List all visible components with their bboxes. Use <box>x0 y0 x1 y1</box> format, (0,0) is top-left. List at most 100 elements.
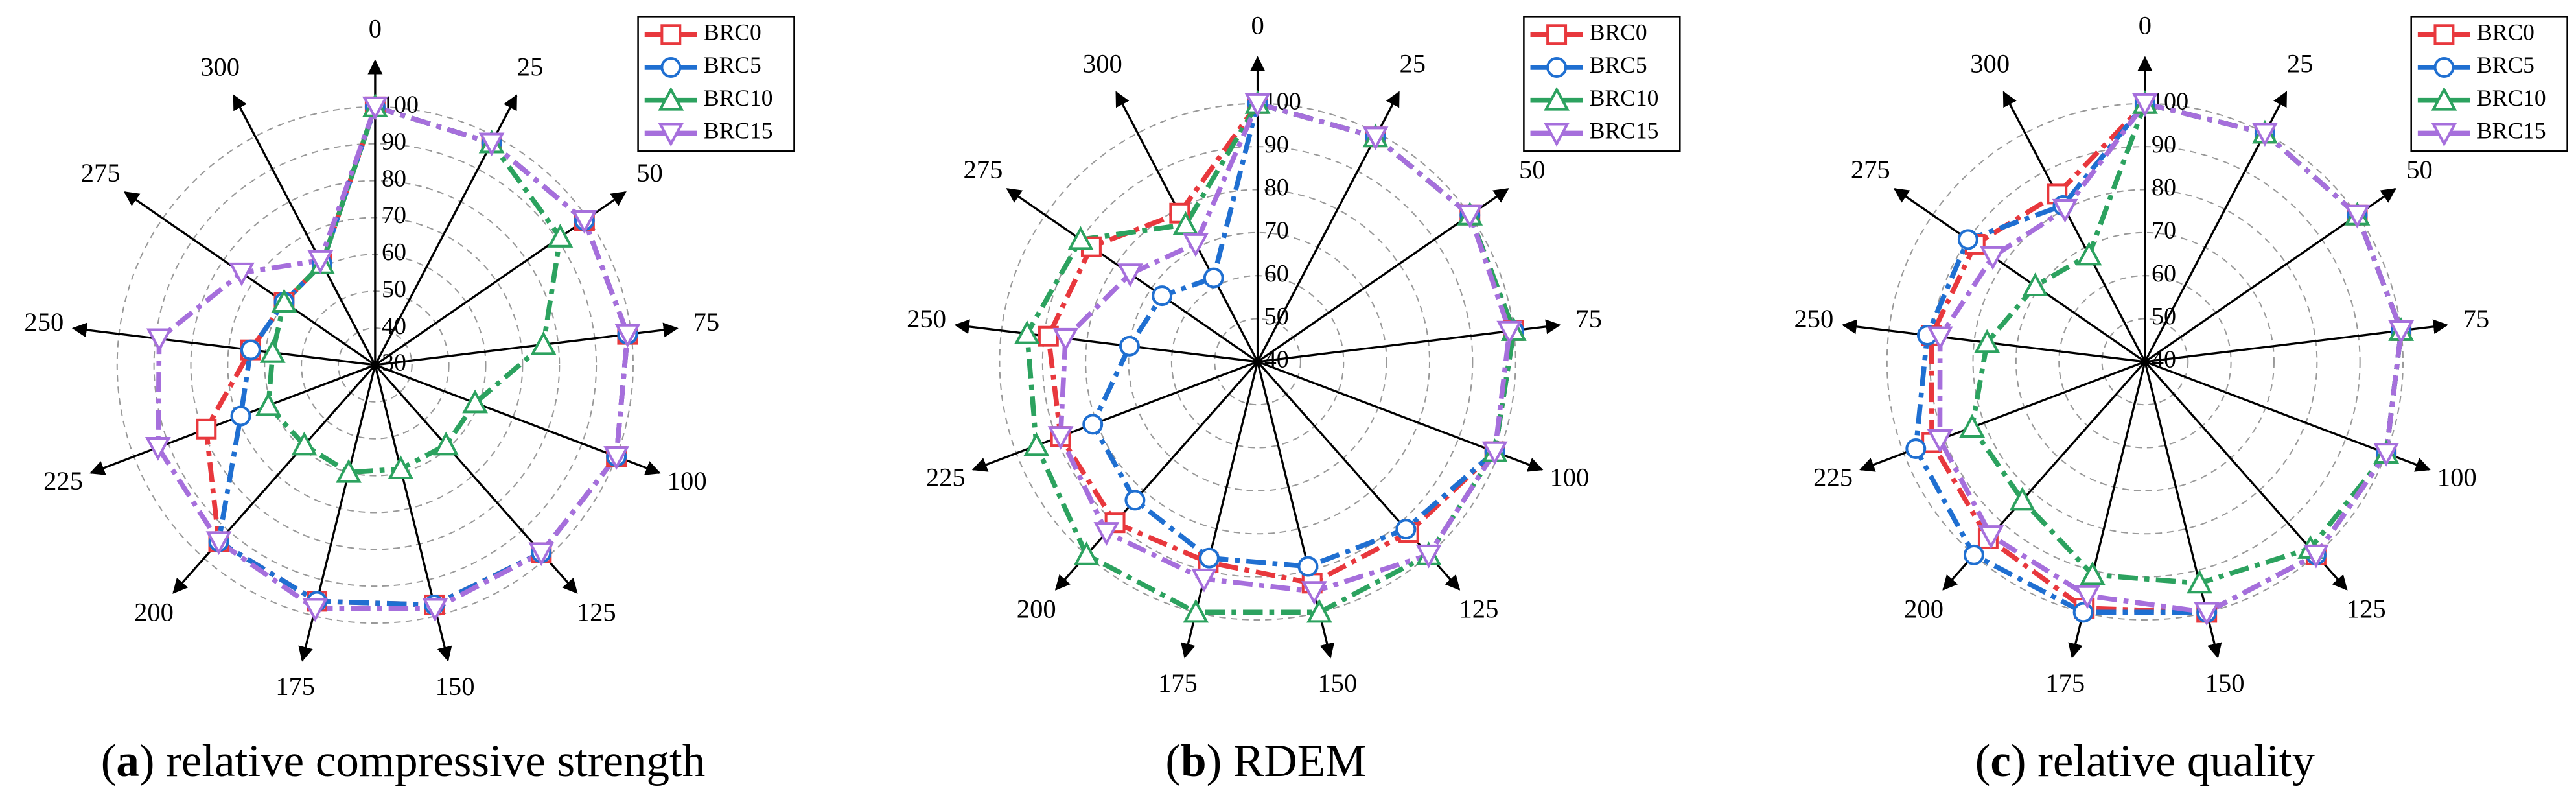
marker-triangle <box>1067 226 1094 250</box>
marker-triangle <box>388 455 414 480</box>
marker-square <box>196 418 217 440</box>
marker-triangle-down <box>1481 441 1508 466</box>
axis-label: 75 <box>2463 304 2490 333</box>
marker-triangle-down <box>422 598 448 622</box>
series-line <box>266 104 563 475</box>
radial-tick-label: 100 <box>1264 88 1301 115</box>
marker-triangle <box>1959 414 1986 438</box>
axis-label: 200 <box>1017 594 1056 623</box>
axis-label: 275 <box>1851 155 1890 184</box>
marker-triangle <box>291 431 318 456</box>
legend-label: BRC10 <box>704 85 773 111</box>
marker-circle <box>1198 547 1220 569</box>
grid-circle <box>1214 318 1301 406</box>
marker-triangle <box>530 331 557 355</box>
legend-label: BRC5 <box>704 52 761 78</box>
axis-arrow <box>971 361 1259 472</box>
radar-panel: 0 25 50 75 100 125 150 175 200 225 250 275 300 30 40 50… <box>24 14 795 786</box>
axis-label: 225 <box>926 463 966 492</box>
marker-triangle-down <box>614 324 641 348</box>
marker-circle <box>1297 556 1319 577</box>
axis-label: 250 <box>907 304 946 333</box>
marker-triangle-down <box>528 542 555 567</box>
marker-triangle-down <box>1980 246 2006 270</box>
legend-label: BRC0 <box>704 19 761 45</box>
axis-label: 125 <box>2347 594 2386 623</box>
marker-triangle <box>2022 272 2048 296</box>
radial-tick-label: 50 <box>382 276 406 303</box>
radial-tick-label: 70 <box>1264 217 1289 244</box>
marker-square <box>660 24 682 45</box>
axis-arrow <box>1859 361 2146 472</box>
axis-label: 225 <box>1813 463 1853 492</box>
marker-triangle-down <box>1047 426 1074 450</box>
marker-triangle-down <box>1927 429 1953 453</box>
marker-triangle <box>1023 432 1050 456</box>
legend-label: BRC10 <box>1590 85 1659 111</box>
caption-part: b <box>1181 736 1207 786</box>
axis-label: 200 <box>134 598 174 627</box>
legend-label: BRC5 <box>1590 52 1647 78</box>
axis-label: 50 <box>636 158 663 187</box>
marker-triangle <box>336 458 362 483</box>
axis-label: 250 <box>24 307 64 337</box>
caption-part: ( <box>1165 736 1181 786</box>
radial-tick-label: 90 <box>1264 131 1289 158</box>
axis-label: 125 <box>577 598 616 627</box>
radar-panel: 0 25 50 75 100 125 150 175 200 225 250 275 300 40 50 60… <box>907 10 1681 786</box>
axis-label: 100 <box>667 466 707 495</box>
radial-tick-label: 80 <box>1264 174 1289 201</box>
marker-triangle <box>271 289 297 313</box>
axis-label: 300 <box>1970 49 2010 78</box>
marker-triangle-down <box>2373 443 2400 467</box>
axis-label: 0 <box>1251 10 1264 40</box>
marker-triangle-down <box>1362 126 1389 150</box>
radial-tick-label: 40 <box>382 313 406 340</box>
marker-triangle-down <box>205 531 232 556</box>
marker-triangle-down <box>1457 204 1483 229</box>
marker-triangle-down <box>1244 93 1271 117</box>
marker-circle <box>1203 267 1224 289</box>
axis-label: 300 <box>200 52 240 81</box>
marker-circle <box>660 56 682 78</box>
marker-triangle-down <box>1978 525 2004 549</box>
marker-triangle-down <box>2344 204 2371 229</box>
marker-circle <box>1963 544 1984 565</box>
axis-arrow <box>1893 188 2146 363</box>
legend-label: BRC10 <box>2477 85 2546 111</box>
marker-triangle-down <box>302 598 329 622</box>
marker-circle <box>1395 519 1417 540</box>
axis-label: 50 <box>1519 155 1546 184</box>
marker-triangle <box>658 86 684 111</box>
radial-tick-label: 80 <box>2152 174 2176 201</box>
marker-triangle-down <box>478 132 505 157</box>
axis-label: 150 <box>435 672 475 701</box>
marker-triangle-down <box>1496 320 1523 345</box>
axis-label: 100 <box>2437 463 2477 492</box>
marker-triangle-down <box>2388 320 2415 344</box>
legend-label: BRC15 <box>704 118 773 144</box>
caption-part: ( <box>1975 736 1991 786</box>
axis-label: 275 <box>964 155 1003 184</box>
axis-label: 250 <box>1794 304 1833 333</box>
marker-triangle <box>1544 86 1570 111</box>
marker-triangle <box>1014 320 1040 344</box>
radial-tick-label: 50 <box>1264 303 1289 330</box>
marker-triangle <box>259 339 286 363</box>
radial-tick-label: 90 <box>2152 131 2176 158</box>
marker-triangle <box>462 389 488 414</box>
caption-part: ) relative compressive strength <box>139 736 705 786</box>
axis-label: 175 <box>1158 668 1198 698</box>
marker-triangle-down <box>571 210 598 234</box>
radial-tick-label: 90 <box>382 128 406 155</box>
marker-triangle-down <box>1093 522 1120 546</box>
marker-triangle <box>2187 569 2212 594</box>
grid-circle <box>1886 102 2404 621</box>
series-line <box>156 104 631 611</box>
marker-triangle-down <box>658 123 684 147</box>
marker-triangle-down <box>1191 568 1217 593</box>
marker-circle <box>1119 335 1140 357</box>
marker-circle <box>230 405 251 427</box>
series-line <box>1089 100 1516 569</box>
marker-triangle-down <box>307 250 334 274</box>
